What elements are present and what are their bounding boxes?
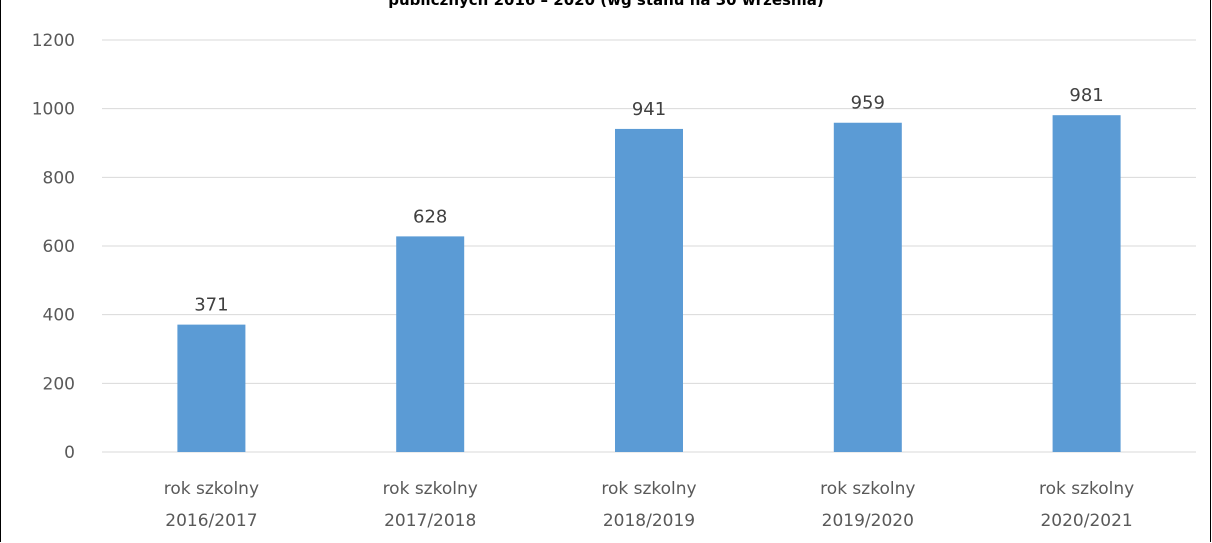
- data-label: 959: [851, 93, 885, 114]
- y-tick-label: 400: [43, 306, 75, 326]
- x-category-label: rok szkolny: [601, 479, 696, 499]
- x-category-label: rok szkolny: [1039, 479, 1134, 499]
- x-category-label: 2020/2021: [1040, 511, 1132, 531]
- bar: [1052, 115, 1121, 452]
- bar: [833, 122, 902, 452]
- bar: [177, 324, 246, 452]
- data-label: 941: [632, 99, 666, 120]
- y-tick-label: 200: [43, 374, 75, 394]
- x-category-label: 2017/2018: [384, 511, 476, 531]
- data-label: 371: [194, 295, 228, 316]
- y-tick-label: 1200: [32, 31, 75, 51]
- x-category-label: 2019/2020: [822, 511, 914, 531]
- y-tick-label: 800: [43, 168, 75, 188]
- x-category-label: 2016/2017: [165, 511, 257, 531]
- x-category-label: 2018/2019: [603, 511, 695, 531]
- x-category-label: rok szkolny: [164, 479, 259, 499]
- data-label: 628: [413, 206, 447, 227]
- bar: [615, 128, 683, 452]
- x-category-label: rok szkolny: [820, 479, 915, 499]
- y-tick-label: 1000: [32, 100, 75, 120]
- x-category-label: rok szkolny: [383, 479, 478, 499]
- chart-title: publicznych 2016 – 2020 (wg stanu na 30 …: [388, 0, 824, 9]
- bar: [396, 236, 465, 452]
- y-tick-label: 600: [43, 237, 75, 257]
- y-tick-label: 0: [64, 443, 75, 463]
- data-label: 981: [1069, 85, 1103, 106]
